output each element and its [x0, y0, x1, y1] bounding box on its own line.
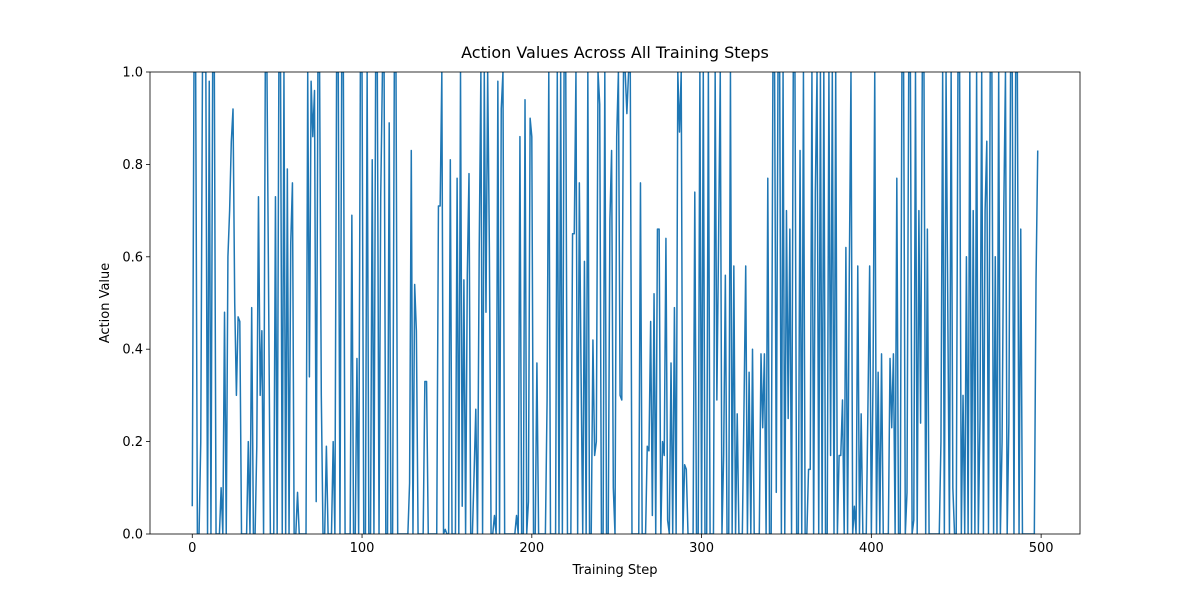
y-tick-label: 1.0 [122, 66, 143, 81]
y-tick-label: 0.6 [122, 250, 143, 265]
y-tick-label: 0.4 [122, 343, 143, 358]
x-tick-label: 400 [859, 541, 884, 556]
x-tick-label: 200 [519, 541, 544, 556]
x-axis-label: Training Step [571, 563, 657, 578]
y-axis-label: Action Value [98, 263, 113, 344]
x-tick-label: 0 [188, 541, 196, 556]
x-tick-label: 300 [689, 541, 714, 556]
plot-frame [149, 71, 1081, 535]
chart-title: Action Values Across All Training Steps [461, 43, 769, 62]
y-tick-label: 0.0 [122, 528, 143, 543]
y-tick-label: 0.2 [122, 435, 143, 450]
y-tick-label: 0.8 [122, 158, 143, 173]
x-tick-label: 500 [1029, 541, 1054, 556]
data-line [191, 72, 1039, 534]
x-tick-label: 100 [350, 541, 375, 556]
